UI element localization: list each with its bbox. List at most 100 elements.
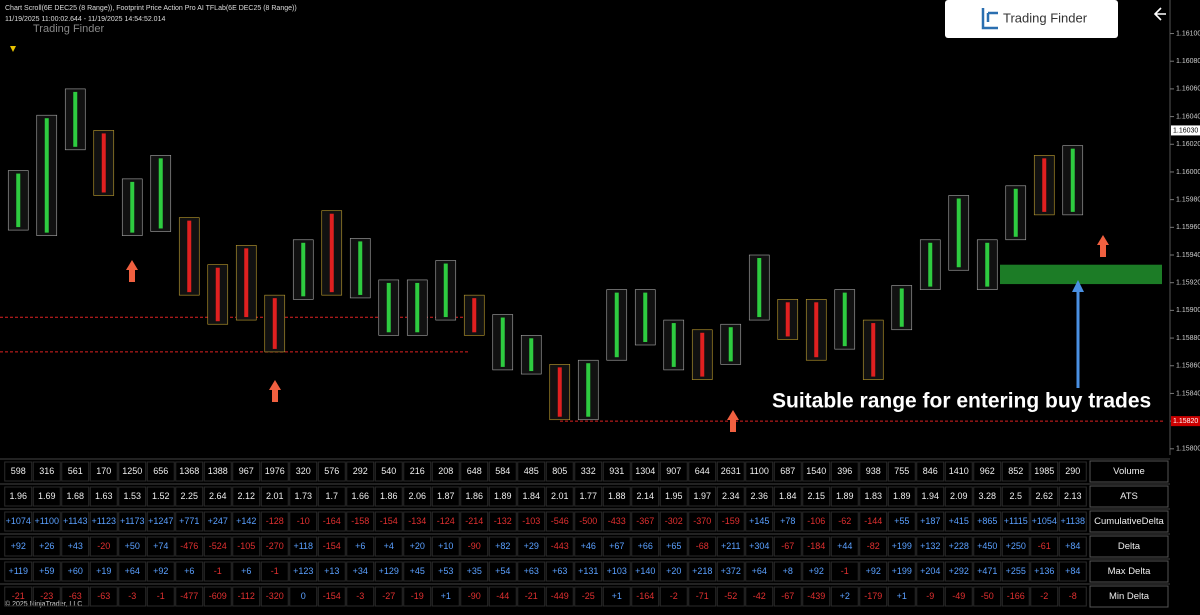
bar-body — [301, 242, 306, 297]
cell: +187 — [920, 516, 940, 526]
cell-box — [745, 486, 774, 507]
cell-box — [260, 511, 289, 532]
cell-box — [1058, 536, 1087, 557]
cell-box — [1001, 561, 1030, 582]
cell-box — [118, 561, 147, 582]
cell-box — [4, 586, 33, 607]
row-label-box — [1089, 560, 1169, 583]
back-button[interactable] — [1153, 7, 1166, 21]
cell-box — [659, 536, 688, 557]
cell-box — [232, 561, 261, 582]
cell-box — [403, 536, 432, 557]
cell-box — [32, 461, 61, 482]
cell-box — [61, 511, 90, 532]
bar-body — [500, 317, 505, 367]
cell-box — [431, 486, 460, 507]
cell: -449 — [551, 591, 569, 601]
cell: 1.53 — [123, 491, 141, 501]
row-label-box — [1089, 510, 1169, 533]
cell: +65 — [666, 541, 681, 551]
cell: 2.09 — [950, 491, 968, 501]
bar-body — [785, 302, 790, 337]
bar-body — [928, 242, 933, 287]
cell: 540 — [381, 466, 396, 476]
cell: -1 — [841, 566, 849, 576]
cell-box — [89, 511, 118, 532]
bar-body — [586, 363, 591, 417]
cell-box — [887, 486, 916, 507]
cell-box — [802, 586, 831, 607]
cell: 2.64 — [209, 491, 227, 501]
cell-box — [118, 486, 147, 507]
cell-box — [61, 536, 90, 557]
y-tick-label: 1.16100 — [1176, 30, 1200, 37]
cell-box — [830, 536, 859, 557]
cell-box — [317, 561, 346, 582]
cell-box — [802, 461, 831, 482]
cell: +84 — [1065, 541, 1080, 551]
y-tick-label: 1.15940 — [1176, 252, 1200, 259]
cell: +142 — [236, 516, 256, 526]
cell: -63 — [97, 591, 110, 601]
cell-box — [317, 536, 346, 557]
bar-body — [158, 158, 163, 229]
cell-box — [232, 511, 261, 532]
cell-box — [289, 511, 318, 532]
cell: 2.12 — [237, 491, 255, 501]
cell-box — [118, 511, 147, 532]
cell: 290 — [1065, 466, 1080, 476]
cell: +54 — [495, 566, 510, 576]
cell-box — [830, 561, 859, 582]
cell-box — [232, 461, 261, 482]
cell: 485 — [524, 466, 539, 476]
cell: 1976 — [265, 466, 285, 476]
cell-box — [488, 511, 517, 532]
cell: +67 — [609, 541, 624, 551]
cell-box — [317, 461, 346, 482]
cell-box — [260, 586, 289, 607]
cell-box — [602, 511, 631, 532]
cell-box — [659, 486, 688, 507]
cell-box — [1030, 461, 1059, 482]
y-tick-label: 1.15960 — [1176, 224, 1200, 231]
cell-box — [289, 486, 318, 507]
bar-body — [700, 332, 705, 377]
cell: 907 — [666, 466, 681, 476]
cell-box — [175, 561, 204, 582]
cell-box — [916, 536, 945, 557]
bar-body — [244, 248, 249, 318]
cell: +74 — [153, 541, 168, 551]
bar-body — [671, 323, 676, 367]
cell-box — [631, 561, 660, 582]
cell: +103 — [607, 566, 627, 576]
cell-box — [802, 486, 831, 507]
cell: 931 — [609, 466, 624, 476]
cell: +20 — [410, 541, 425, 551]
cell-box — [773, 561, 802, 582]
cell: 1.89 — [893, 491, 911, 501]
bar-body — [899, 288, 904, 327]
row-label-box — [1089, 485, 1169, 508]
cell: 1.86 — [380, 491, 398, 501]
cell: 561 — [68, 466, 83, 476]
cell-box — [203, 461, 232, 482]
cell: 656 — [153, 466, 168, 476]
cell: 576 — [324, 466, 339, 476]
cell: 1410 — [949, 466, 969, 476]
cell: 1985 — [1034, 466, 1054, 476]
cell: 1304 — [635, 466, 655, 476]
bar-body — [272, 298, 277, 349]
cell: +19 — [96, 566, 111, 576]
cell: 1.86 — [465, 491, 483, 501]
cell-box — [545, 511, 574, 532]
cell: +13 — [324, 566, 339, 576]
cell: 1.96 — [9, 491, 27, 501]
cell-box — [859, 586, 888, 607]
bar-body — [557, 367, 562, 417]
cell-box — [146, 561, 175, 582]
cell-box — [175, 536, 204, 557]
cell-box — [118, 461, 147, 482]
chart-header: Chart Scroll(6E DEC25 (8 Range)), Footpr… — [5, 5, 297, 12]
annotation: Suitable range for entering buy trades — [772, 390, 1151, 413]
cell: +53 — [438, 566, 453, 576]
